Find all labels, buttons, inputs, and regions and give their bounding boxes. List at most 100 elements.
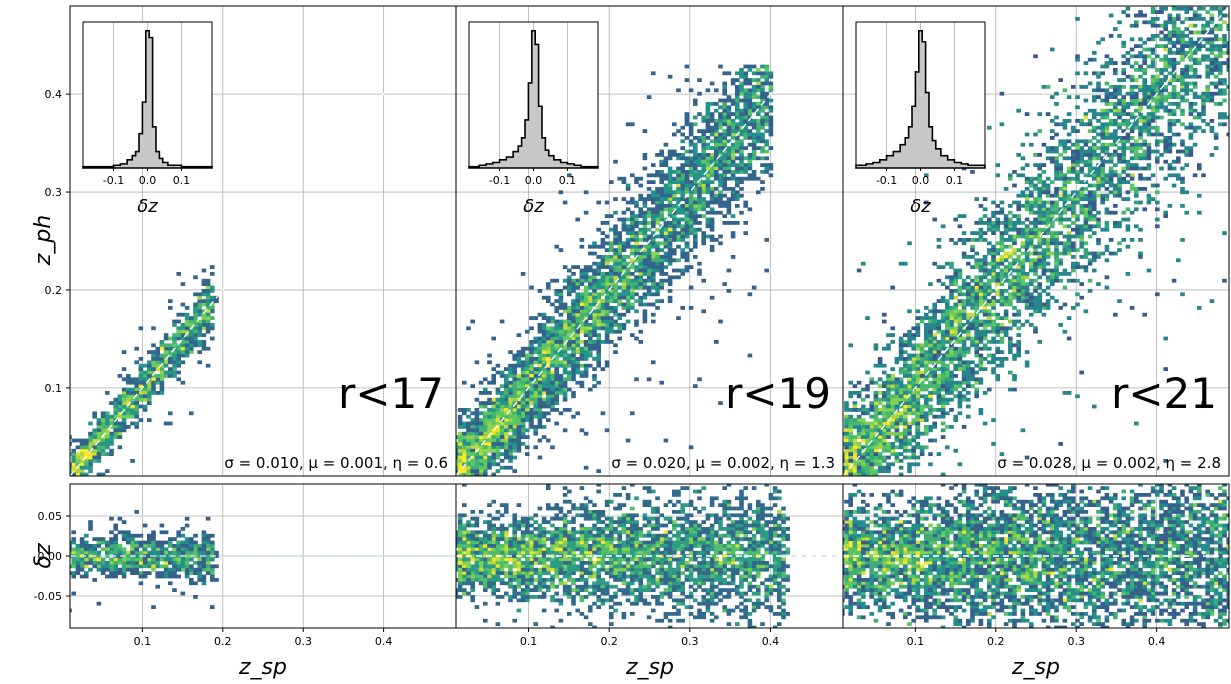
density-cell [184,312,190,317]
density-cell [1129,238,1135,242]
density-cell [478,401,484,405]
density-cell [966,336,971,341]
density-cell [508,404,513,409]
density-cell [630,227,635,232]
density-cell [1020,227,1026,232]
density-cell [970,319,975,324]
density-cell [932,312,937,317]
density-cell [613,272,618,276]
density-cell [168,370,173,375]
density-cell [663,183,669,188]
density-cell [693,221,698,225]
density-cell [1176,37,1181,42]
density-cell [953,329,958,334]
density-cell [991,214,996,218]
density-cell [940,377,946,382]
density-cell [588,346,593,351]
density-cell [504,445,509,450]
density-cell [949,391,954,395]
density-cell [928,425,933,429]
density-cell [751,170,757,174]
density-cell [852,448,858,453]
density-cell [945,323,950,327]
density-cell [1037,173,1042,178]
density-cell [1108,142,1114,147]
density-cell [894,357,900,361]
density-cell [571,363,576,368]
density-cell [495,421,501,426]
density-cell [537,363,543,368]
density-cell [205,319,211,324]
density-cell [604,214,610,218]
density-cell [894,397,900,402]
density-cell [924,445,929,450]
density-cell [882,363,887,368]
density-cell [512,469,517,473]
density-cell [117,435,123,439]
density-cell [571,391,576,395]
density-cell [932,377,937,382]
density-cell [945,326,950,331]
density-cell [520,394,526,399]
density-cell [638,340,643,344]
density-cell [651,302,656,307]
density-cell [676,197,681,201]
density-cell [1184,34,1189,38]
density-cell [726,176,732,181]
density-cell [1125,6,1131,11]
density-cell [890,401,895,405]
density-cell [579,384,585,388]
density-cell [1117,187,1122,191]
density-cell [999,200,1005,205]
density-cell [621,176,627,181]
density-cell [596,323,601,327]
density-cell [718,241,723,246]
density-cell [197,302,202,307]
density-cell [638,278,643,283]
density-cell [730,231,736,235]
density-cell [970,231,975,235]
density-cell [163,336,169,341]
density-cell [147,363,152,368]
density-cell [495,469,501,473]
density-cell [579,309,585,314]
density-cell [592,302,597,307]
density-cell [688,227,694,232]
density-cell [201,346,207,351]
density-cell [735,115,740,120]
density-cell [999,282,1005,286]
density-cell [688,129,694,133]
density-cell [147,397,152,402]
density-cell [1075,200,1080,205]
density-cell [617,268,622,273]
density-cell [961,370,967,375]
density-cell [1092,173,1097,178]
density-cell [96,459,102,463]
density-cell [583,190,589,195]
density-cell [882,438,887,443]
density-cell [533,346,538,351]
density-cell [764,238,769,242]
density-cell [924,370,929,375]
density-cell [462,411,467,416]
density-cell [1150,85,1156,89]
density-cell [1171,95,1177,99]
density-cell [844,404,849,409]
density-cell [667,295,673,300]
density-cell [672,176,677,181]
density-cell [1079,210,1084,215]
density-cell [176,333,181,337]
density-cell [109,414,114,419]
density-cell [680,217,685,222]
density-cell [961,302,967,307]
density-cell [1008,244,1013,249]
density-cell [1146,112,1152,116]
density-cell [873,380,879,385]
density-cell [1096,71,1101,76]
density-cell [709,129,715,133]
density-cell [1054,176,1059,181]
density-cell [672,234,677,239]
density-cell [953,336,958,341]
density-cell [1079,244,1084,249]
density-cell [961,397,967,402]
